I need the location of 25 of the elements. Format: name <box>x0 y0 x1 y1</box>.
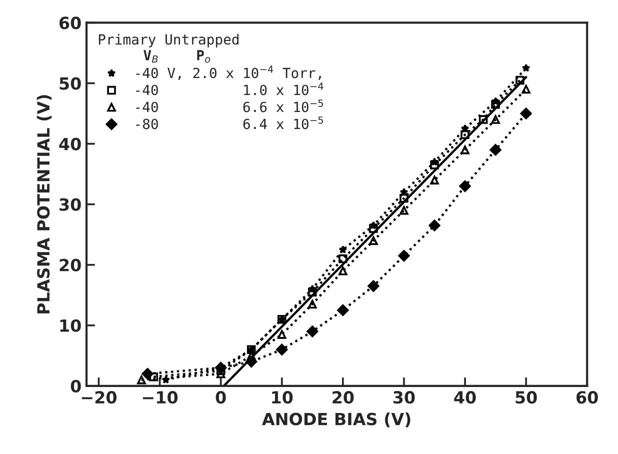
y-tick-label: 30 <box>60 198 81 211</box>
y-tick-label: 0 <box>70 380 81 392</box>
x-tick-label: 0 <box>216 391 226 404</box>
x-axis-title: ANODE BIAS (V) <box>262 412 410 428</box>
legend-label: -40 1.0 x 10$^{−4}$ <box>136 82 324 96</box>
y-axis-title: PLASMA POTENTIAL (V) <box>36 95 52 314</box>
x-tick-label: 60 <box>576 391 598 404</box>
y-tick-label: 50 <box>60 77 81 90</box>
x-tick-label: 10 <box>272 391 293 404</box>
y-tick-label: 40 <box>59 138 81 150</box>
annotation: P$_{o}$ <box>197 50 210 63</box>
x-tick-label: −20 <box>82 391 117 404</box>
legend-label: -40 6.6 x 10$^{−5}$ <box>136 100 323 112</box>
annotation: V$_{B}$ <box>144 50 158 63</box>
y-tick-label: 10 <box>60 319 81 332</box>
x-tick-label: 30 <box>393 391 415 404</box>
x-tick-label: −10 <box>142 391 178 404</box>
legend-label: -40 V, 2.0 x 10$^{−4}$ Torr, <box>136 66 321 80</box>
x-tick-label: 20 <box>332 391 354 404</box>
x-tick-label: 40 <box>454 391 476 404</box>
y-tick-label: 20 <box>60 258 81 272</box>
x-tick-label: 50 <box>516 391 537 404</box>
y-tick-label: 60 <box>60 16 81 30</box>
legend-label: -80 6.4 x 10$^{−5}$ <box>136 116 323 130</box>
legend-title: Primary Untrapped <box>98 34 238 48</box>
